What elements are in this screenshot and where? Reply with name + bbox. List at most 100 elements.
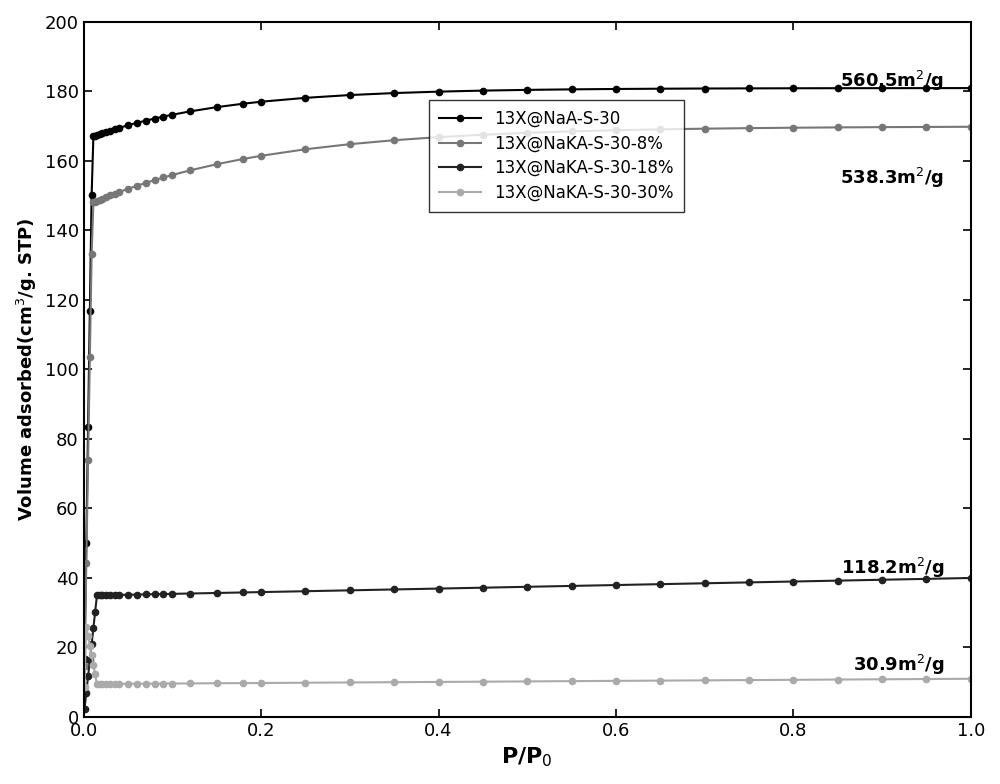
13X@NaKA-S-30-18% xyxy=(876,575,888,584)
13X@NaKA-S-30-8% xyxy=(131,181,143,191)
13X@NaA-S-30 xyxy=(566,85,578,94)
13X@NaA-S-30 xyxy=(388,89,400,98)
13X@NaKA-S-30-18% xyxy=(211,588,223,597)
13X@NaKA-S-30-30% xyxy=(82,631,94,641)
13X@NaKA-S-30-8% xyxy=(211,159,223,169)
13X@NaA-S-30 xyxy=(91,130,103,140)
13X@NaA-S-30 xyxy=(787,84,799,93)
13X@NaKA-S-30-30% xyxy=(184,679,196,688)
13X@NaKA-S-30-8% xyxy=(920,122,932,132)
13X@NaA-S-30 xyxy=(149,114,161,123)
13X@NaA-S-30 xyxy=(610,84,622,93)
13X@NaA-S-30 xyxy=(699,84,711,93)
13X@NaKA-S-30-18% xyxy=(100,590,112,600)
Text: 560.5m$^{2}$/g: 560.5m$^{2}$/g xyxy=(840,69,944,93)
13X@NaKA-S-30-30% xyxy=(654,676,666,685)
13X@NaKA-S-30-8% xyxy=(255,151,267,161)
13X@NaKA-S-30-30% xyxy=(86,651,98,660)
13X@NaKA-S-30-30% xyxy=(104,679,116,688)
13X@NaA-S-30 xyxy=(80,538,92,547)
Text: 538.3m$^{2}$/g: 538.3m$^{2}$/g xyxy=(840,166,944,191)
13X@NaKA-S-30-18% xyxy=(299,586,311,596)
13X@NaKA-S-30-8% xyxy=(87,198,99,207)
13X@NaKA-S-30-8% xyxy=(104,191,116,200)
13X@NaKA-S-30-30% xyxy=(699,676,711,685)
13X@NaKA-S-30-30% xyxy=(344,677,356,687)
13X@NaKA-S-30-18% xyxy=(109,590,121,600)
13X@NaKA-S-30-30% xyxy=(521,677,533,686)
Line: 13X@NaKA-S-30-18%: 13X@NaKA-S-30-18% xyxy=(81,575,974,712)
13X@NaA-S-30 xyxy=(211,103,223,112)
13X@NaA-S-30 xyxy=(84,306,96,315)
13X@NaKA-S-30-8% xyxy=(237,154,249,164)
13X@NaKA-S-30-30% xyxy=(433,677,445,687)
13X@NaKA-S-30-8% xyxy=(149,176,161,185)
13X@NaKA-S-30-30% xyxy=(477,677,489,686)
Line: 13X@NaKA-S-30-30%: 13X@NaKA-S-30-30% xyxy=(81,623,974,690)
13X@NaKA-S-30-8% xyxy=(122,184,134,194)
13X@NaKA-S-30-8% xyxy=(86,249,98,259)
13X@NaKA-S-30-18% xyxy=(122,590,134,600)
13X@NaA-S-30 xyxy=(477,86,489,96)
13X@NaKA-S-30-30% xyxy=(255,678,267,688)
13X@NaKA-S-30-18% xyxy=(91,590,103,600)
13X@NaKA-S-30-18% xyxy=(832,576,844,586)
13X@NaKA-S-30-18% xyxy=(388,585,400,594)
Text: 118.2m$^{2}$/g: 118.2m$^{2}$/g xyxy=(841,556,944,579)
13X@NaKA-S-30-18% xyxy=(131,590,143,599)
13X@NaKA-S-30-18% xyxy=(82,672,94,681)
13X@NaA-S-30 xyxy=(237,99,249,108)
13X@NaA-S-30 xyxy=(521,85,533,95)
13X@NaKA-S-30-30% xyxy=(166,679,178,688)
X-axis label: P/P$_0$: P/P$_0$ xyxy=(501,746,553,769)
13X@NaKA-S-30-8% xyxy=(521,128,533,137)
13X@NaKA-S-30-30% xyxy=(91,679,103,688)
13X@NaKA-S-30-30% xyxy=(140,679,152,688)
Text: 30.9m$^{2}$/g: 30.9m$^{2}$/g xyxy=(853,653,944,677)
13X@NaA-S-30 xyxy=(86,190,98,199)
13X@NaKA-S-30-8% xyxy=(89,197,101,206)
13X@NaKA-S-30-30% xyxy=(787,675,799,684)
13X@NaKA-S-30-8% xyxy=(610,125,622,135)
13X@NaKA-S-30-30% xyxy=(84,641,96,651)
13X@NaKA-S-30-8% xyxy=(79,661,91,670)
13X@NaA-S-30 xyxy=(109,125,121,134)
13X@NaKA-S-30-8% xyxy=(140,178,152,187)
13X@NaKA-S-30-18% xyxy=(566,581,578,590)
13X@NaKA-S-30-8% xyxy=(184,165,196,175)
13X@NaKA-S-30-8% xyxy=(787,123,799,132)
13X@NaKA-S-30-18% xyxy=(654,579,666,589)
13X@NaKA-S-30-30% xyxy=(87,660,99,670)
13X@NaKA-S-30-18% xyxy=(433,584,445,593)
13X@NaA-S-30 xyxy=(832,84,844,93)
13X@NaKA-S-30-8% xyxy=(157,172,169,182)
13X@NaKA-S-30-8% xyxy=(344,140,356,149)
13X@NaKA-S-30-8% xyxy=(84,352,96,361)
13X@NaKA-S-30-30% xyxy=(100,679,112,688)
13X@NaKA-S-30-18% xyxy=(166,589,178,598)
13X@NaKA-S-30-30% xyxy=(965,674,977,684)
13X@NaKA-S-30-30% xyxy=(79,682,91,691)
13X@NaKA-S-30-8% xyxy=(832,122,844,132)
13X@NaKA-S-30-8% xyxy=(299,144,311,154)
13X@NaKA-S-30-30% xyxy=(80,622,92,631)
13X@NaA-S-30 xyxy=(654,84,666,93)
13X@NaA-S-30 xyxy=(79,655,91,664)
13X@NaA-S-30 xyxy=(743,84,755,93)
13X@NaKA-S-30-8% xyxy=(113,187,125,197)
13X@NaKA-S-30-30% xyxy=(299,678,311,688)
13X@NaKA-S-30-30% xyxy=(388,677,400,687)
13X@NaA-S-30 xyxy=(89,131,101,140)
Line: 13X@NaA-S-30: 13X@NaA-S-30 xyxy=(81,85,974,662)
13X@NaKA-S-30-8% xyxy=(82,456,94,465)
13X@NaA-S-30 xyxy=(94,129,106,139)
13X@NaKA-S-30-30% xyxy=(157,679,169,688)
13X@NaA-S-30 xyxy=(82,422,94,431)
13X@NaA-S-30 xyxy=(157,112,169,122)
13X@NaKA-S-30-18% xyxy=(787,577,799,586)
13X@NaKA-S-30-18% xyxy=(113,590,125,600)
13X@NaKA-S-30-8% xyxy=(743,123,755,132)
13X@NaKA-S-30-30% xyxy=(131,679,143,688)
13X@NaKA-S-30-18% xyxy=(157,590,169,599)
13X@NaA-S-30 xyxy=(96,129,108,138)
